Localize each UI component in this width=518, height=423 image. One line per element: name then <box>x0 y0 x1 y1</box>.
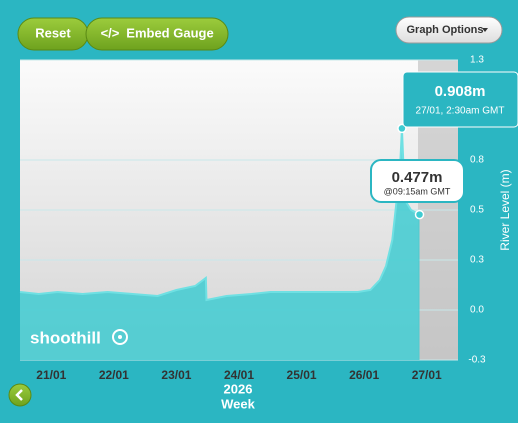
button-label: Reset <box>35 25 71 40</box>
point-marker <box>414 209 425 220</box>
x-tick-label: 23/01 <box>161 368 191 382</box>
x-tick-label: 24/01 <box>224 368 254 382</box>
dropdown-arrow <box>482 28 488 32</box>
x-tick-label: 22/01 <box>99 368 129 382</box>
tooltip-peak: 0.908m 27/01, 2:30am GMT <box>402 71 518 128</box>
logo-text: shoothill <box>30 328 101 347</box>
embed-button[interactable]: </> Embed Gauge <box>85 17 229 51</box>
button-label: Graph Options <box>407 24 484 36</box>
x-axis-label: 2026 <box>224 381 253 396</box>
y-axis-label: River Level (m) <box>498 169 512 250</box>
tooltip-time: @09:15am GMT <box>384 186 451 196</box>
back-button[interactable] <box>8 383 32 407</box>
reset-button[interactable]: Reset <box>17 17 89 51</box>
x-tick-label: 21/01 <box>36 368 66 382</box>
y-tick-label: 1.3 <box>470 55 484 66</box>
tooltip-value: 0.477m <box>392 169 443 186</box>
button-label: Embed Gauge <box>126 25 213 40</box>
x-tick-label: 26/01 <box>349 368 379 382</box>
tooltip-current: 0.477m @09:15am GMT <box>370 159 465 203</box>
y-tick-label: 0.3 <box>470 255 484 266</box>
tooltip-value: 0.908m <box>435 83 486 100</box>
logo: shoothill <box>30 328 128 347</box>
point-marker <box>397 123 407 134</box>
y-tick-label: 0.5 <box>470 205 484 216</box>
y-tick-label: 0.8 <box>470 155 484 166</box>
plot <box>19 59 458 361</box>
area <box>20 128 420 360</box>
x-tick-label: 27/01 <box>412 368 442 382</box>
options-button[interactable]: Graph Options <box>395 16 503 44</box>
x-axis-sublabel: Week <box>221 396 255 411</box>
tooltip-time: 27/01, 2:30am GMT <box>416 106 505 117</box>
y-tick-label: -0.3 <box>468 355 486 366</box>
x-tick-label: 25/01 <box>287 368 317 382</box>
code-icon: </> <box>101 25 120 40</box>
y-tick-label: 0.0 <box>470 305 484 316</box>
